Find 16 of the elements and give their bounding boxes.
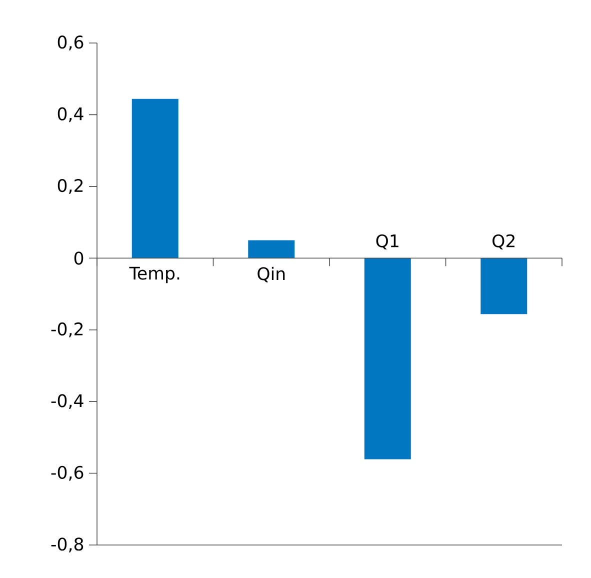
y-tick-label: 0,4 xyxy=(58,107,84,122)
x-tick-label: Q1 xyxy=(376,234,398,250)
y-tick-label: -0,8 xyxy=(51,538,84,552)
x-tick-label: Q2 xyxy=(492,234,514,250)
x-tick-label: Temp. xyxy=(129,266,180,284)
y-tick-label: 0,6 xyxy=(58,36,84,50)
bar xyxy=(364,258,411,460)
bar xyxy=(248,240,295,258)
bar xyxy=(480,258,528,314)
y-tick-label: -0,4 xyxy=(51,394,84,409)
y-tick-label: 0,2 xyxy=(58,178,83,194)
y-tick-label: 0 xyxy=(74,252,84,265)
y-tick-label: -0,2 xyxy=(51,322,83,338)
x-tick-label: Qin xyxy=(258,266,285,282)
y-tick-label: -0,6 xyxy=(51,466,84,481)
bar xyxy=(132,98,178,258)
